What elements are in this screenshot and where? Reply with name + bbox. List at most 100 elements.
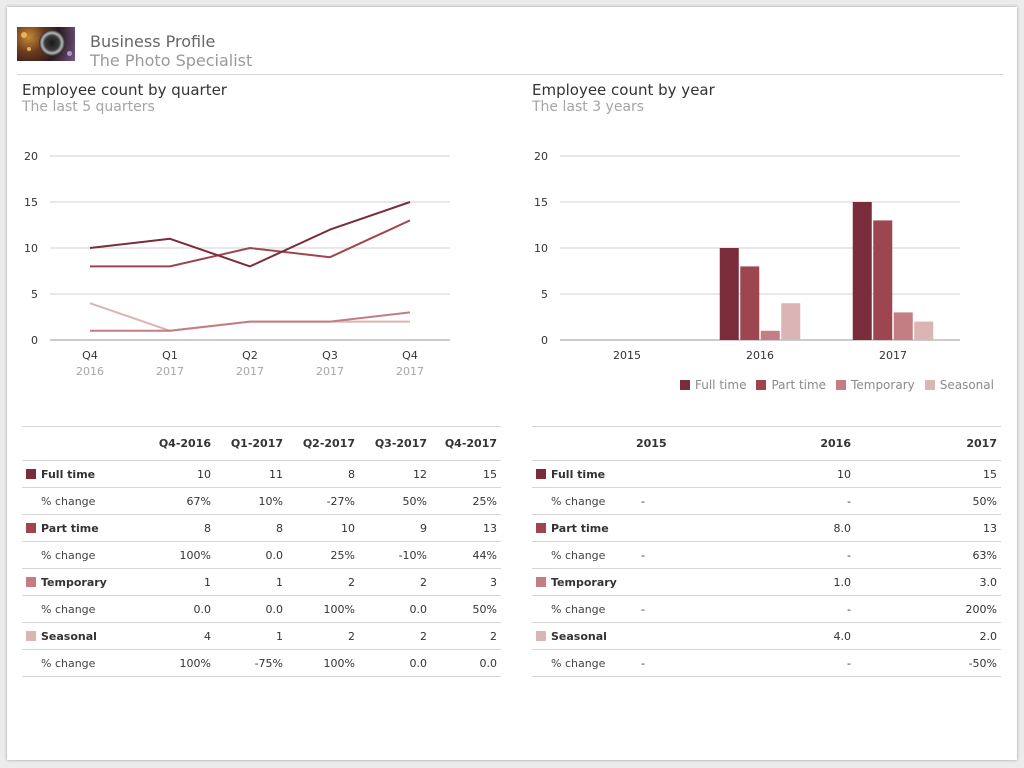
quarter-chart-subtitle: The last 5 quarters bbox=[22, 99, 155, 115]
y-tick-label: 10 bbox=[24, 242, 38, 255]
legend-swatch bbox=[924, 380, 935, 390]
year-chart-title: Employee count by year bbox=[532, 81, 715, 99]
table-cell: 2.0 bbox=[855, 622, 1001, 650]
x-tick-year-label: 2017 bbox=[396, 365, 424, 378]
table-cell: -27% bbox=[287, 487, 359, 515]
table-cell: 2 bbox=[359, 622, 431, 650]
table-cell: 12 bbox=[359, 460, 431, 488]
table-cell: 50% bbox=[431, 595, 501, 623]
table-cell: 3 bbox=[431, 568, 501, 596]
table-cell: 100% bbox=[287, 649, 359, 677]
quarter-data-table: Q4-2016 Q1-2017 Q2-2017 Q3-2017 Q4-2017 Full … bbox=[22, 426, 501, 677]
table-cell: 1 bbox=[144, 568, 215, 596]
table-cell: 0.0 bbox=[215, 595, 287, 623]
legend-swatch bbox=[756, 380, 767, 390]
legend-item-seasonal: Seasonal bbox=[924, 378, 994, 392]
page-header: Business Profile The Photo Specialist bbox=[17, 27, 1003, 75]
x-tick-label: Q3 bbox=[322, 349, 338, 362]
table-cell: 10 bbox=[709, 460, 855, 488]
series-swatch bbox=[536, 522, 546, 533]
series-swatch bbox=[26, 576, 36, 587]
series-swatch bbox=[536, 576, 546, 587]
table-row: % change 67% 10% -27% 50% 25% bbox=[22, 487, 501, 515]
x-tick-label: Q2 bbox=[242, 349, 258, 362]
table-cell: 10% bbox=[215, 487, 287, 515]
table-cell bbox=[632, 460, 709, 488]
table-cell: 100% bbox=[287, 595, 359, 623]
table-cell: -75% bbox=[215, 649, 287, 677]
table-cell: 25% bbox=[431, 487, 501, 515]
x-tick-year-label: 2016 bbox=[76, 365, 104, 378]
table-cell: 9 bbox=[359, 514, 431, 542]
table-cell: 2 bbox=[359, 568, 431, 596]
row-label-pct-change: % change bbox=[532, 595, 632, 623]
table-cell: 10 bbox=[287, 514, 359, 542]
table-row: % change 100% -75% 100% 0.0 0.0 bbox=[22, 649, 501, 677]
bar-seasonal-2017 bbox=[914, 321, 934, 340]
y-tick-label: 0 bbox=[31, 334, 38, 347]
legend-swatch bbox=[836, 380, 847, 390]
year-bar-chart: 0 5 10 15 20 2015 2016 2017 bbox=[534, 150, 960, 362]
y-tick-label: 20 bbox=[24, 150, 38, 163]
table-cell: 63% bbox=[855, 541, 1001, 569]
series-swatch bbox=[536, 630, 546, 641]
row-label-full-time: Full time bbox=[22, 460, 144, 488]
row-label-pct-change: % change bbox=[532, 649, 632, 677]
x-tick-label: Q4 bbox=[82, 349, 98, 362]
business-profile-title: Business Profile bbox=[90, 32, 216, 51]
x-tick-label: Q4 bbox=[402, 349, 418, 362]
legend-label: Temporary bbox=[851, 378, 915, 392]
table-cell: 0.0 bbox=[359, 595, 431, 623]
table-cell: - bbox=[709, 595, 855, 623]
table-row: Full time 10 11 8 12 15 bbox=[22, 460, 501, 488]
quarter-line-chart: 0 5 10 15 20 Q4 2016 Q1 2017 Q2 2017 Q3 2017 Q4 2017 bbox=[24, 150, 450, 378]
table-row: Temporary 1.0 3.0 bbox=[532, 568, 1001, 596]
table-row: Full time 10 15 bbox=[532, 460, 1001, 488]
table-cell: 8 bbox=[144, 514, 215, 542]
table-cell: 1.0 bbox=[709, 568, 855, 596]
x-tick-label: 2017 bbox=[879, 349, 907, 362]
table-row: % change - -50% bbox=[532, 487, 1001, 515]
table-cell: 0.0 bbox=[144, 595, 215, 623]
table-cell: 15 bbox=[431, 460, 501, 488]
table-row: % change 0.0 0.0 100% 0.0 50% bbox=[22, 595, 501, 623]
table-cell: 10 bbox=[144, 460, 215, 488]
legend-label: Seasonal bbox=[939, 378, 994, 392]
table-cell: 1 bbox=[215, 568, 287, 596]
table-cell: 2 bbox=[287, 622, 359, 650]
series-line-part-time bbox=[90, 219, 411, 268]
quarter-chart-title: Employee count by quarter bbox=[22, 81, 227, 99]
bar-seasonal-2016 bbox=[781, 303, 801, 340]
row-label-pct-change: % change bbox=[22, 595, 144, 623]
row-label-seasonal: Seasonal bbox=[532, 622, 632, 650]
row-label-pct-change: % change bbox=[22, 541, 144, 569]
table-row: % change - -200% bbox=[532, 595, 1001, 623]
table-row: Part time 8.0 13 bbox=[532, 514, 1001, 542]
series-swatch bbox=[26, 468, 36, 479]
row-label-temporary: Temporary bbox=[532, 568, 632, 596]
table-cell: - bbox=[632, 487, 709, 515]
table-cell: 200% bbox=[855, 595, 1001, 623]
table-row: Seasonal 4 1 2 2 2 bbox=[22, 622, 501, 650]
table-cell: - bbox=[709, 487, 855, 515]
table-cell: 2 bbox=[287, 568, 359, 596]
y-tick-label: 20 bbox=[534, 150, 548, 163]
y-tick-label: 15 bbox=[24, 196, 38, 209]
table-cell: 3.0 bbox=[855, 568, 1001, 596]
legend-item-part-time: Part time bbox=[756, 378, 826, 392]
table-cell: 50% bbox=[855, 487, 1001, 515]
series-line-full-time bbox=[89, 201, 411, 268]
table-cell: 8 bbox=[215, 514, 287, 542]
x-tick-year-label: 2017 bbox=[156, 365, 184, 378]
table-cell: 8.0 bbox=[709, 514, 855, 542]
row-label-pct-change: % change bbox=[22, 487, 144, 515]
column-header-label bbox=[22, 426, 144, 461]
table-cell: - bbox=[632, 541, 709, 569]
row-label-full-time: Full time bbox=[532, 460, 632, 488]
year-chart-legend: Full time Part time Temporary Seasonal bbox=[680, 378, 994, 392]
table-cell: 13 bbox=[855, 514, 1001, 542]
table-cell bbox=[632, 514, 709, 542]
y-tick-label: 0 bbox=[541, 334, 548, 347]
table-row: Temporary 1 1 2 2 3 bbox=[22, 568, 501, 596]
legend-swatch bbox=[680, 380, 690, 390]
